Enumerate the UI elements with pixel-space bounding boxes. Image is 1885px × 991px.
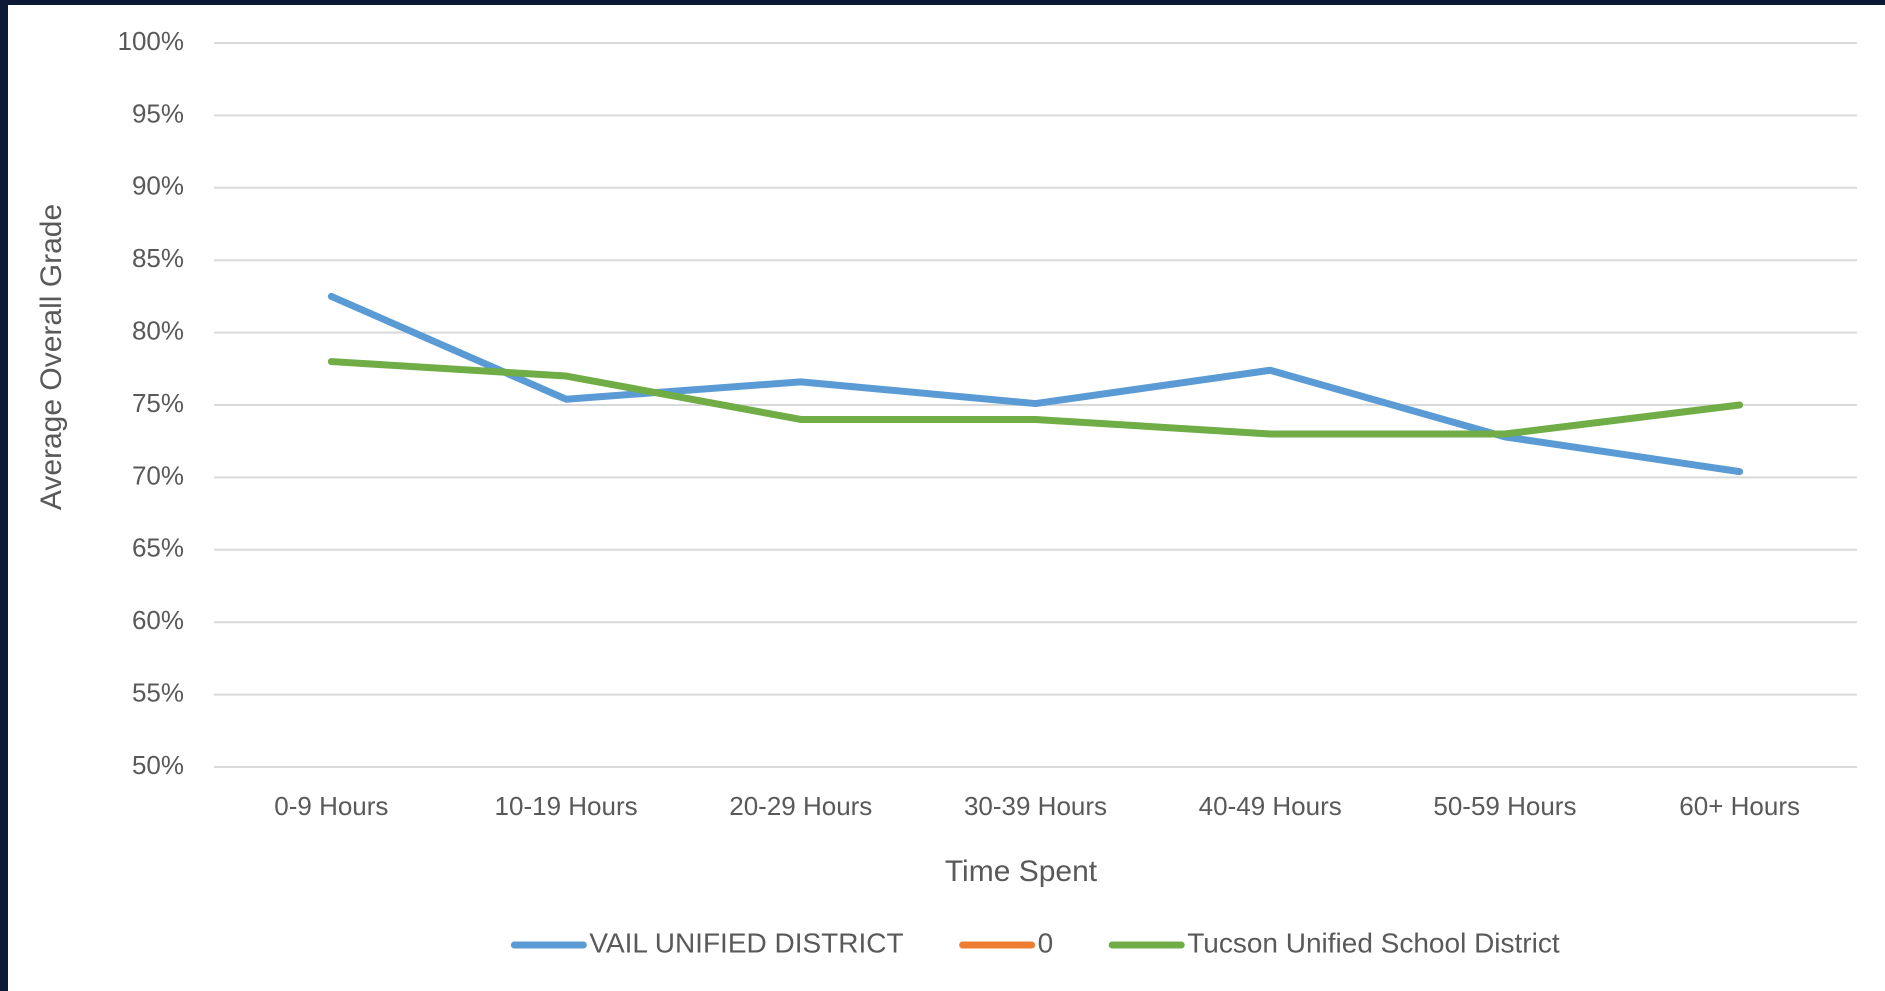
x-tick-label: 0-9 Hours bbox=[274, 791, 388, 821]
x-tick-label: 30-39 Hours bbox=[964, 791, 1107, 821]
y-axis-title: Average Overall Grade bbox=[35, 204, 68, 510]
legend-label: VAIL UNIFIED DISTRICT bbox=[589, 927, 903, 958]
x-tick-label: 50-59 Hours bbox=[1433, 791, 1576, 821]
y-tick-label: 80% bbox=[132, 315, 184, 345]
series-line bbox=[327, 358, 1744, 438]
y-tick-label: 55% bbox=[132, 677, 184, 707]
y-tick-label: 65% bbox=[132, 533, 184, 563]
y-tick-label: 70% bbox=[132, 460, 184, 490]
y-tick-label: 50% bbox=[132, 750, 184, 780]
legend-label: 0 bbox=[1038, 927, 1054, 958]
chart-panel bbox=[8, 5, 1885, 991]
y-tick-label: 60% bbox=[132, 605, 184, 635]
y-tick-label: 90% bbox=[132, 171, 184, 201]
y-tick-label: 85% bbox=[132, 243, 184, 273]
x-tick-label: 10-19 Hours bbox=[495, 791, 638, 821]
legend-label: Tucson Unified School District bbox=[1187, 927, 1560, 958]
y-tick-label: 100% bbox=[118, 26, 185, 56]
y-tick-label: 75% bbox=[132, 388, 184, 418]
x-tick-label: 40-49 Hours bbox=[1199, 791, 1342, 821]
x-tick-label: 20-29 Hours bbox=[729, 791, 872, 821]
y-tick-label: 95% bbox=[132, 98, 184, 128]
x-tick-label: 60+ Hours bbox=[1679, 791, 1800, 821]
x-axis-title: Time Spent bbox=[945, 855, 1098, 888]
